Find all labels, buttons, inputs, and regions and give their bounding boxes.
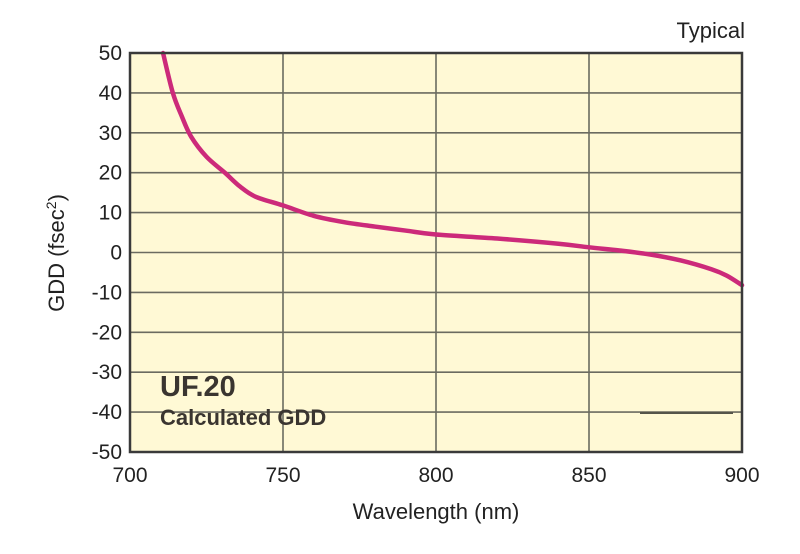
y-axis-label: GDD (fsec2)	[43, 194, 69, 312]
chart-subtitle: Calculated GDD	[160, 405, 326, 430]
x-tick-label: 800	[418, 464, 453, 487]
y-tick-label: -40	[92, 401, 122, 424]
y-tick-label: -10	[92, 281, 122, 304]
y-tick-label: 20	[99, 162, 122, 185]
y-tick-label: -50	[92, 441, 122, 464]
y-tick-label: 30	[99, 122, 122, 145]
x-tick-label: 750	[265, 464, 300, 487]
plot-frame	[128, 51, 744, 454]
y-tick-label: -20	[92, 321, 122, 344]
y-tick-label: 10	[99, 202, 122, 225]
x-tick-label: 700	[112, 464, 147, 487]
x-tick-labels: 700 750 800 850 900	[112, 464, 759, 487]
x-tick-label: 900	[724, 464, 759, 487]
annotation-typical: Typical	[677, 18, 745, 43]
x-axis-label: Wavelength (nm)	[353, 499, 520, 524]
chart-title: UF.20	[160, 371, 236, 403]
y-tick-label: -30	[92, 361, 122, 384]
y-tick-label: 40	[99, 82, 122, 105]
x-tick-label: 850	[571, 464, 606, 487]
y-tick-label: 0	[110, 242, 122, 265]
series-line-gdd	[160, 50, 745, 288]
y-tick-labels: 50 40 30 20 10 0 -10 -20 -30 -40 -50	[92, 42, 122, 464]
y-tick-label: 50	[99, 42, 122, 65]
